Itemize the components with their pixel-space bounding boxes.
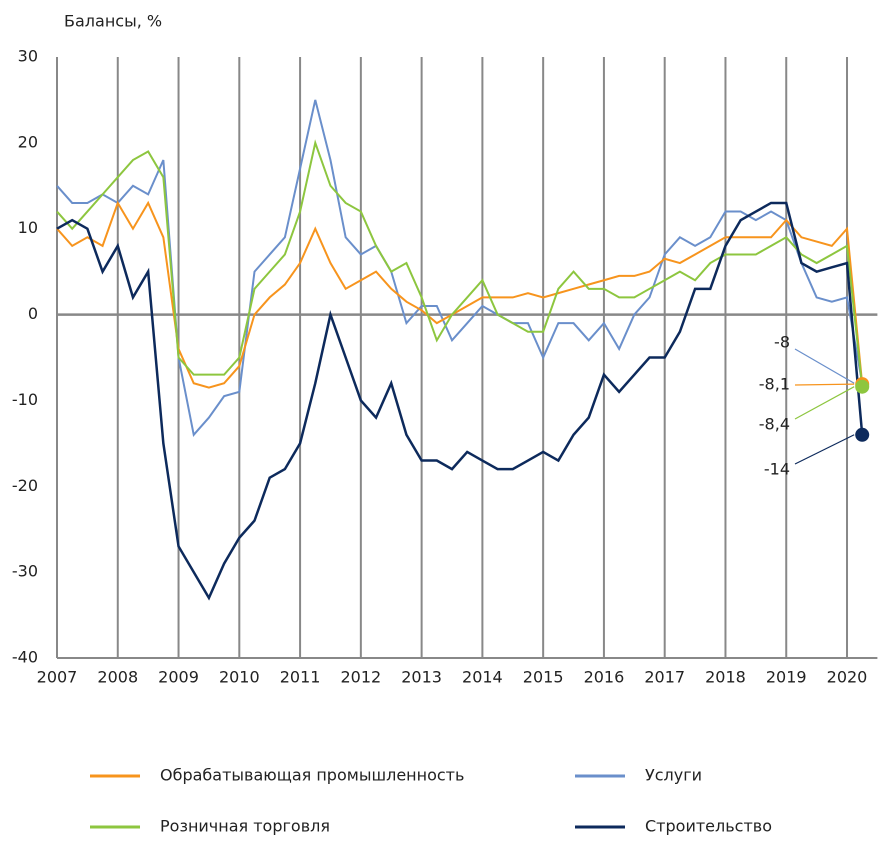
x-tick-label: 2019 bbox=[766, 668, 807, 687]
annotation-arrow bbox=[794, 434, 855, 465]
series-line bbox=[56, 201, 864, 601]
y-axis-label: Балансы, % bbox=[64, 12, 162, 31]
series-line bbox=[56, 139, 864, 387]
x-tick-label: 2015 bbox=[523, 668, 564, 687]
series-line bbox=[56, 200, 864, 389]
annotation-arrow bbox=[794, 386, 855, 420]
end-point bbox=[855, 379, 870, 394]
series-line bbox=[56, 99, 864, 437]
value-label: -8,4 bbox=[759, 415, 790, 434]
x-tick-label: 2008 bbox=[97, 668, 138, 687]
legend-label: Обрабатывающая промышленность bbox=[160, 766, 464, 785]
x-tick-label: 2016 bbox=[584, 668, 625, 687]
x-tick-label: 2014 bbox=[462, 668, 503, 687]
legend-label: Услуги bbox=[645, 766, 702, 785]
x-tick-label: 2012 bbox=[340, 668, 381, 687]
y-tick-label: -40 bbox=[12, 648, 38, 667]
y-tick-label: 30 bbox=[18, 47, 38, 66]
value-label: -8 bbox=[774, 333, 790, 352]
x-tick-label: 2011 bbox=[280, 668, 321, 687]
y-tick-label: 20 bbox=[18, 132, 38, 151]
y-tick-label: -20 bbox=[12, 476, 38, 495]
x-tick-label: 2013 bbox=[401, 668, 442, 687]
y-tick-label: 10 bbox=[18, 218, 38, 237]
x-tick-label: 2017 bbox=[644, 668, 685, 687]
legend-label: Строительство bbox=[645, 817, 772, 836]
x-tick-label: 2018 bbox=[705, 668, 746, 687]
x-tick-label: 2020 bbox=[827, 668, 868, 687]
value-label: -14 bbox=[764, 460, 790, 479]
legend-label: Розничная торговля bbox=[160, 817, 330, 836]
y-tick-label: 0 bbox=[28, 304, 38, 323]
y-tick-label: -30 bbox=[12, 562, 38, 581]
annotation-arrow bbox=[794, 348, 855, 384]
x-tick-label: 2009 bbox=[158, 668, 199, 687]
value-label: -8,1 bbox=[759, 375, 790, 394]
annotation-arrow bbox=[794, 383, 855, 386]
y-tick-label: -10 bbox=[12, 390, 38, 409]
x-tick-label: 2010 bbox=[219, 668, 260, 687]
x-tick-label: 2007 bbox=[37, 668, 78, 687]
end-point bbox=[855, 427, 870, 442]
